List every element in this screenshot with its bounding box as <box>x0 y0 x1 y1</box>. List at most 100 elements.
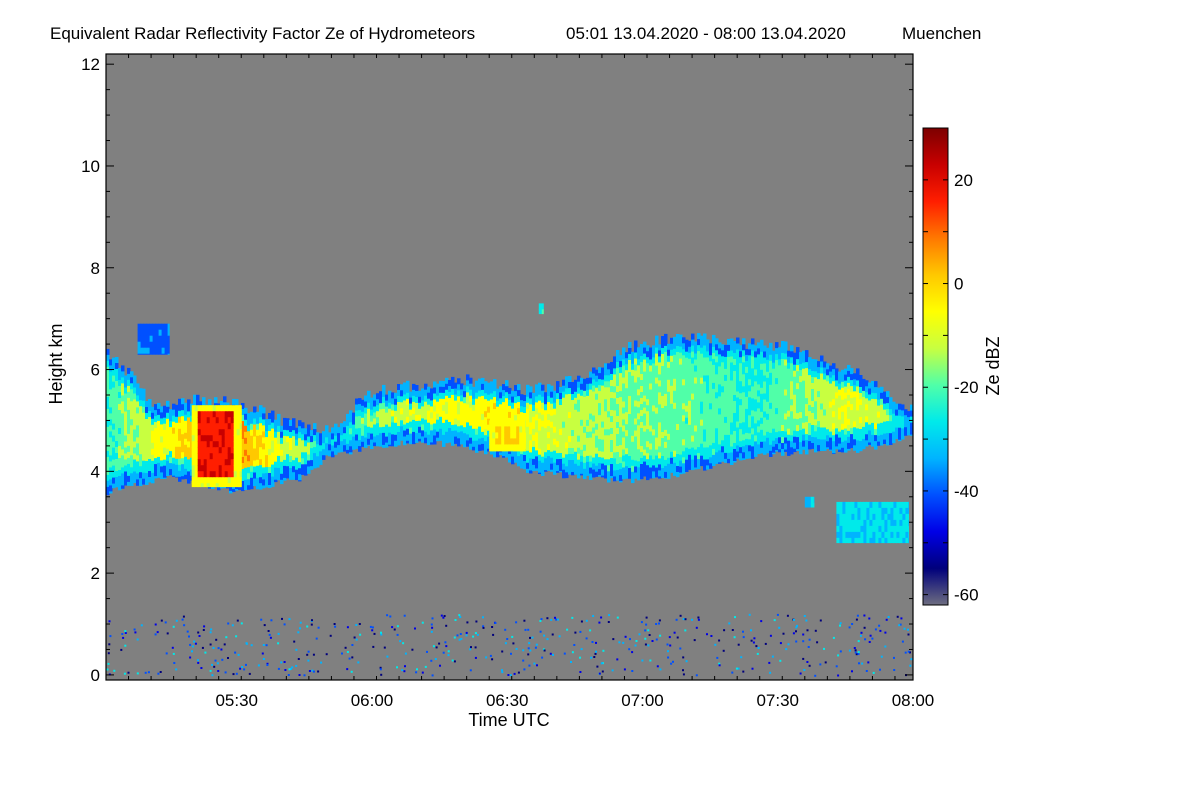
clutter-speck <box>350 670 353 673</box>
ze-cell <box>841 429 845 437</box>
ze-cell <box>910 410 913 418</box>
ze-cell <box>268 467 272 474</box>
ze-cell <box>679 340 683 348</box>
feature-convective-core <box>239 459 242 466</box>
ze-cell <box>166 472 170 476</box>
ze-cell <box>181 428 185 435</box>
ze-cell <box>712 400 716 408</box>
ze-cell <box>835 410 839 417</box>
ze-cell <box>865 398 869 405</box>
ze-cell <box>283 471 287 479</box>
ze-cell <box>802 434 806 442</box>
ze-cell <box>790 387 794 394</box>
ze-cell <box>607 411 611 418</box>
ze-cell <box>811 443 815 449</box>
ze-cell <box>325 425 329 432</box>
ze-cell <box>706 411 710 418</box>
ze-cell <box>709 361 713 368</box>
ze-cell <box>217 487 221 491</box>
ze-cell <box>766 377 770 385</box>
ze-cell <box>715 434 719 441</box>
ze-cell <box>277 413 281 421</box>
ze-cell <box>121 455 125 462</box>
ze-cell <box>451 382 455 390</box>
ze-cell <box>703 447 707 454</box>
ze-cell <box>703 381 707 388</box>
ze-cell <box>571 442 575 449</box>
ze-cell <box>508 399 512 407</box>
ze-cell <box>598 451 602 458</box>
ze-cell <box>661 390 665 397</box>
ze-cell <box>775 432 779 439</box>
ze-cell <box>259 441 263 448</box>
ze-cell <box>625 376 629 383</box>
ze-cell <box>661 414 665 421</box>
feature-convective-core <box>227 411 232 418</box>
feature-isolated-cloud-0740 <box>860 519 864 527</box>
ze-cell <box>127 397 131 405</box>
ze-cell <box>751 410 755 417</box>
ze-cell <box>400 438 404 441</box>
ze-cell <box>781 371 785 378</box>
ze-cell <box>406 392 410 400</box>
ze-cell <box>841 417 845 425</box>
ze-cell <box>265 473 269 480</box>
ze-cell <box>742 458 746 460</box>
ze-cell <box>580 449 584 457</box>
ze-cell <box>589 443 593 451</box>
ze-cell <box>148 411 152 418</box>
ze-cell <box>169 469 173 476</box>
ze-cell <box>688 448 692 456</box>
ze-cell <box>307 466 311 473</box>
ze-cell <box>595 369 599 377</box>
ze-cell <box>151 466 155 474</box>
ze-cell <box>187 429 191 436</box>
ze-cell <box>589 413 593 421</box>
clutter-speck <box>459 616 462 618</box>
ze-cell <box>121 377 125 384</box>
ze-cell <box>268 431 272 438</box>
feature-convective-core <box>212 477 217 484</box>
ze-cell <box>118 410 122 417</box>
ze-cell <box>694 371 698 378</box>
ze-cell <box>709 355 713 362</box>
clutter-speck <box>854 651 857 654</box>
ze-cell <box>736 409 740 416</box>
feature-convective-core <box>221 429 226 436</box>
ze-cell <box>277 473 281 481</box>
ze-cell <box>835 446 839 450</box>
ze-cell <box>571 454 575 461</box>
feature-convective-core <box>200 447 205 454</box>
ze-cell <box>751 344 755 351</box>
ze-cell <box>847 400 851 408</box>
feature-isolated-cloud-0740 <box>878 525 882 533</box>
ze-cell <box>550 403 554 411</box>
ze-cell <box>673 396 677 404</box>
ze-cell <box>601 475 605 478</box>
ze-cell <box>643 473 647 477</box>
ze-cell <box>637 425 641 432</box>
ze-cell <box>634 388 638 395</box>
ze-cell <box>613 446 617 453</box>
feature-convective-core <box>230 477 235 484</box>
ze-cell <box>667 469 671 477</box>
clutter-speck <box>504 628 507 631</box>
ze-cell <box>742 344 746 351</box>
ze-cell <box>640 422 644 429</box>
ze-cell <box>682 439 686 446</box>
ze-cell <box>253 448 257 455</box>
ze-cell <box>670 343 674 351</box>
ze-cell <box>649 389 653 396</box>
ze-cell <box>718 384 722 391</box>
ze-cell <box>562 463 566 471</box>
ze-cell <box>262 431 266 438</box>
ze-cell <box>427 440 431 446</box>
ze-cell <box>817 433 821 440</box>
ze-cell <box>685 441 689 449</box>
ze-cell <box>682 433 686 440</box>
ze-cell <box>550 391 554 399</box>
feature-isolated-cloud-0740 <box>863 531 867 539</box>
ze-cell <box>589 371 593 379</box>
feature-convective-core <box>206 441 211 448</box>
ze-cell <box>724 452 728 460</box>
